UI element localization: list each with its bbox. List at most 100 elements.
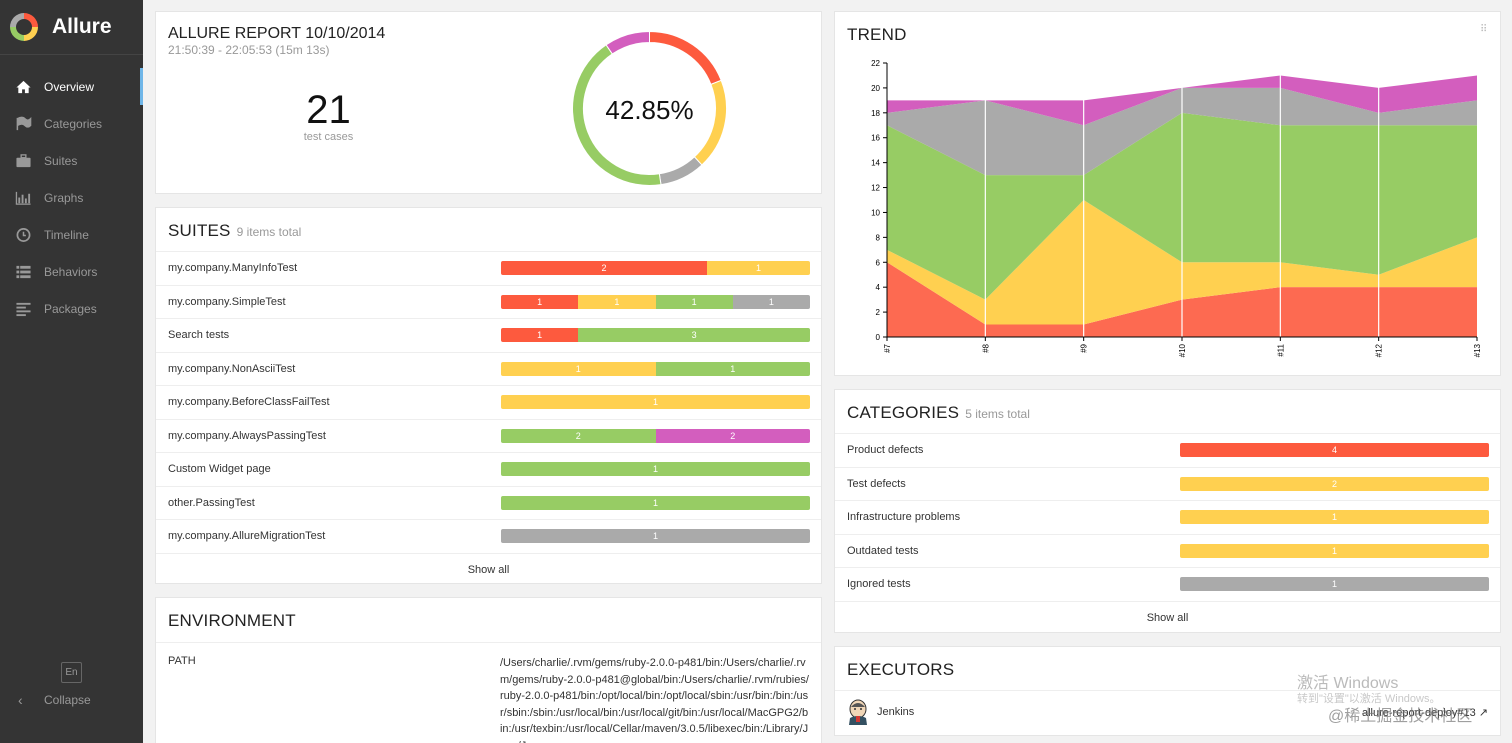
- list-item[interactable]: my.company.ManyInfoTest 2 1: [156, 252, 821, 286]
- status-segment-unknown: 2: [655, 428, 810, 443]
- status-segment-broken: 1: [501, 395, 810, 410]
- x-tick-label: #10: [1178, 343, 1187, 357]
- y-tick-label: 8: [876, 233, 881, 242]
- briefcase-icon: [14, 153, 33, 169]
- sidebar-item-packages[interactable]: Packages: [0, 290, 143, 327]
- trend-area-skipped[interactable]: [887, 87, 1477, 176]
- sidebar-item-overview[interactable]: Overview: [0, 68, 143, 105]
- trend-widget: TREND ⠿ 0 2 4 6 8 10 12 14 16 18 20 22 #7 #8 #9 #10 #11 #…: [834, 11, 1501, 376]
- item-name: my.company.AllureMigrationTest: [168, 530, 326, 543]
- categories-count: 5 items total: [965, 407, 1030, 421]
- status-segment-passed: 3: [578, 328, 810, 343]
- list-item[interactable]: Product defects 4: [835, 434, 1500, 468]
- status-segment-failed: 1: [501, 328, 579, 343]
- status-donut-chart[interactable]: [572, 31, 727, 186]
- list-item[interactable]: my.company.BeforeClassFailTest 1: [156, 386, 821, 420]
- windows-activation-hint: 转到"设置"以激活 Windows。: [1297, 693, 1441, 705]
- status-segment-passed: 1: [655, 294, 733, 309]
- sidebar-item-behaviors[interactable]: Behaviors: [0, 253, 143, 290]
- y-tick-label: 4: [876, 283, 881, 292]
- sidebar-item-label: Packages: [44, 301, 97, 316]
- categories-header: CATEGORIES 5 items total: [835, 390, 1500, 434]
- y-tick-label: 2: [876, 308, 881, 317]
- list-item[interactable]: Outdated tests 1: [835, 535, 1500, 568]
- item-name: other.PassingTest: [168, 496, 255, 509]
- report-title: ALLURE REPORT 10/10/2014: [168, 25, 386, 42]
- list-item[interactable]: Test defects 2: [835, 468, 1500, 501]
- total-test-label: test cases: [303, 131, 354, 143]
- executor-build-link[interactable]: allure-report-deploy#13 ↗: [1362, 706, 1488, 719]
- jenkins-icon: [849, 699, 867, 725]
- y-tick-label: 22: [871, 59, 880, 68]
- collapse-label: Collapse: [44, 693, 91, 707]
- item-name: Product defects: [847, 444, 924, 457]
- sidebar: Allure Overview Categories Suites Graphs Tim…: [0, 0, 143, 743]
- y-tick-label: 6: [876, 258, 881, 267]
- sidebar-item-label: Categories: [44, 116, 103, 131]
- status-segment-skipped: 1: [1180, 577, 1489, 592]
- y-tick-label: 20: [871, 84, 880, 93]
- sidebar-nav: Overview Categories Suites Graphs Timeline Be…: [0, 68, 143, 327]
- item-name: my.company.NonAsciiTest: [168, 362, 296, 375]
- categories-title: CATEGORIES: [847, 403, 960, 422]
- status-segment-passed: 2: [501, 428, 656, 443]
- donut-slice-skipped[interactable]: [658, 156, 703, 186]
- list-item[interactable]: Infrastructure problems 1: [835, 501, 1500, 535]
- sidebar-item-label: Timeline: [44, 227, 89, 242]
- status-segment-skipped: 1: [501, 529, 810, 544]
- allure-logo-icon: [10, 13, 38, 41]
- summary-widget: ALLURE REPORT 10/10/2014 21:50:39 - 22:0…: [155, 11, 822, 194]
- trend-chart[interactable]: 0 2 4 6 8 10 12 14 16 18 20 22 #7 #8 #9 #10 #11 #12 #13: [835, 52, 1500, 375]
- collapse-button[interactable]: ‹ Collapse: [18, 692, 91, 708]
- donut-slice-failed[interactable]: [649, 31, 722, 86]
- trend-area-unknown[interactable]: [887, 75, 1477, 126]
- suites-widget: SUITES 9 items total my.company.ManyInfo…: [155, 207, 822, 584]
- sidebar-item-timeline[interactable]: Timeline: [0, 216, 143, 253]
- executors-title: EXECUTORS: [847, 660, 955, 679]
- x-tick-label: #8: [981, 343, 990, 352]
- categories-widget: CATEGORIES 5 items total Product defects…: [834, 389, 1501, 633]
- status-bar: 2: [1180, 476, 1489, 491]
- status-bar: 1: [1180, 543, 1489, 558]
- status-segment-skipped: 1: [732, 294, 810, 309]
- trend-title: TREND: [847, 25, 907, 44]
- suites-show-all-button[interactable]: Show all: [467, 563, 510, 576]
- list-item[interactable]: Search tests 1 3: [156, 319, 821, 353]
- status-bar: 1: [501, 495, 810, 510]
- status-segment-passed: 1: [655, 361, 810, 376]
- drag-handle-icon[interactable]: ⠿: [1480, 24, 1488, 35]
- trend-area-failed[interactable]: [887, 262, 1477, 337]
- brand[interactable]: Allure: [0, 0, 143, 55]
- executor-row[interactable]: Jenkins allure-report-deploy#13 ↗: [835, 691, 1500, 733]
- sidebar-item-suites[interactable]: Suites: [0, 142, 143, 179]
- status-segment-passed: 1: [501, 462, 810, 477]
- list-item[interactable]: my.company.NonAsciiTest 1 1: [156, 353, 821, 386]
- item-name: Ignored tests: [847, 578, 911, 591]
- item-name: Infrastructure problems: [847, 511, 961, 524]
- list-item[interactable]: Custom Widget page 1: [156, 453, 821, 487]
- sidebar-item-graphs[interactable]: Graphs: [0, 179, 143, 216]
- item-name: my.company.ManyInfoTest: [168, 262, 298, 275]
- chevron-left-icon: ‹: [18, 692, 23, 708]
- list-item[interactable]: my.company.SimpleTest 1 1 1 1: [156, 286, 821, 319]
- list-item[interactable]: my.company.AllureMigrationTest 1: [156, 520, 821, 554]
- list-item[interactable]: other.PassingTest 1: [156, 487, 821, 520]
- donut-slice-unknown[interactable]: [605, 31, 650, 55]
- sidebar-item-categories[interactable]: Categories: [0, 105, 143, 142]
- language-button[interactable]: En: [61, 662, 82, 683]
- categories-show-all-button[interactable]: Show all: [1146, 611, 1189, 624]
- windows-activation-watermark: 激活 Windows: [1297, 675, 1399, 692]
- item-name: Custom Widget page: [168, 463, 271, 476]
- item-name: Search tests: [168, 329, 230, 342]
- bar-chart-icon: [14, 190, 33, 206]
- list-item[interactable]: Ignored tests 1: [835, 568, 1500, 602]
- external-link-icon: ↗: [1478, 706, 1488, 719]
- x-tick-label: #7: [883, 343, 892, 352]
- status-segment-failed: 1: [501, 294, 579, 309]
- environment-value: /Users/charlie/.rvm/gems/ruby-2.0.0-p481…: [499, 657, 809, 743]
- x-tick-label: #13: [1473, 343, 1482, 357]
- list-item[interactable]: my.company.AlwaysPassingTest 2 2: [156, 420, 821, 453]
